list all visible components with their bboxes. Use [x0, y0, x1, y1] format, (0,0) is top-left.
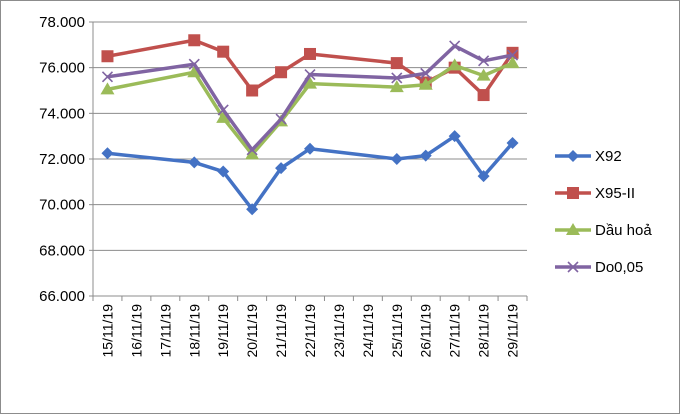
data-point: [390, 57, 403, 70]
y-tick-label: 66.000: [39, 288, 85, 305]
data-point: [275, 162, 288, 175]
data-point: [101, 147, 114, 160]
data-point: [566, 223, 580, 235]
y-tick-label: 76.000: [39, 60, 85, 77]
data-point: [246, 144, 258, 156]
data-point: [478, 55, 490, 67]
data-point: [188, 156, 201, 169]
legend-label: Dầu hoả: [595, 222, 652, 239]
y-tick-label: 72.000: [39, 151, 85, 168]
x-tick-label: 28/11/19: [476, 304, 492, 358]
y-tick-label: 68.000: [39, 242, 85, 259]
data-point: [476, 68, 491, 81]
x-tick-label: 18/11/19: [186, 304, 202, 358]
data-point: [420, 67, 432, 79]
data-point: [217, 104, 229, 116]
axes: [89, 21, 528, 301]
x-tick-label: 26/11/19: [418, 304, 434, 358]
series-do0-05: [101, 40, 519, 156]
data-point: [304, 47, 316, 60]
data-point: [245, 147, 260, 160]
data-point: [275, 113, 287, 125]
x-tick-label: 25/11/19: [389, 304, 405, 358]
data-point: [419, 149, 432, 162]
data-point: [390, 153, 403, 165]
series-x92: [101, 130, 519, 216]
data-point: [101, 71, 114, 83]
legend-item: X92: [555, 148, 622, 165]
data-point: [100, 82, 115, 95]
data-point: [447, 58, 462, 71]
data-point: [477, 89, 490, 102]
data-point: [275, 66, 288, 79]
data-point: [187, 65, 202, 78]
legend-item: Do0,05: [555, 259, 643, 276]
legend-item: X95-II: [555, 185, 635, 202]
data-point: [506, 137, 519, 150]
series-group: [100, 34, 520, 216]
x-tick-label: 27/11/19: [447, 304, 463, 358]
data-point: [448, 130, 461, 143]
data-point: [216, 110, 231, 123]
data-point: [389, 80, 404, 93]
legend-item: Dầu hoả: [555, 222, 652, 239]
x-tick-label: 15/11/19: [99, 304, 115, 358]
y-tick-label: 74.000: [39, 105, 85, 122]
data-point: [188, 58, 200, 70]
legend-label: X95-II: [595, 185, 635, 202]
x-tick-label: 20/11/19: [244, 304, 260, 358]
x-tick-label: 17/11/19: [157, 304, 173, 358]
data-point: [188, 34, 201, 47]
data-point: [217, 165, 230, 178]
legend-label: X92: [595, 148, 622, 165]
x-tick-label: 21/11/19: [273, 304, 289, 358]
data-point: [506, 49, 519, 61]
data-point: [304, 142, 316, 155]
legend: X92 X95-II Dầu hoả Do0,05: [555, 148, 652, 276]
x-tick-label: 16/11/19: [128, 304, 144, 358]
data-point: [477, 170, 490, 183]
y-tick-label: 78.000: [39, 14, 85, 31]
data-point: [246, 84, 259, 97]
y-tick-labels: 66.000 68.000 70.000 72.000 74.000 76.000 78.0…: [39, 14, 85, 305]
x-tick-label: 23/11/19: [331, 304, 347, 358]
data-point: [505, 56, 520, 69]
data-point: [449, 40, 461, 52]
data-point: [246, 203, 259, 216]
data-point: [303, 76, 317, 89]
data-point: [217, 45, 230, 58]
legend-label: Do0,05: [595, 259, 643, 276]
x-tick-label: 22/11/19: [302, 304, 318, 358]
data-point: [567, 187, 579, 199]
data-point: [391, 72, 403, 84]
data-point: [418, 77, 433, 90]
x-tick-label: 24/11/19: [360, 304, 376, 358]
data-point: [567, 150, 579, 162]
x-tick-label: 19/11/19: [215, 304, 231, 358]
data-point: [304, 68, 316, 81]
y-tick-label: 70.000: [39, 197, 85, 214]
x-tick-labels: 15/11/19 16/11/19 17/11/19 18/11/19 19/11/19…: [99, 304, 520, 358]
x-tick-label: 29/11/19: [505, 304, 521, 358]
data-point: [567, 261, 579, 273]
series-d-u-ho-: [100, 56, 520, 160]
data-point: [101, 50, 114, 63]
